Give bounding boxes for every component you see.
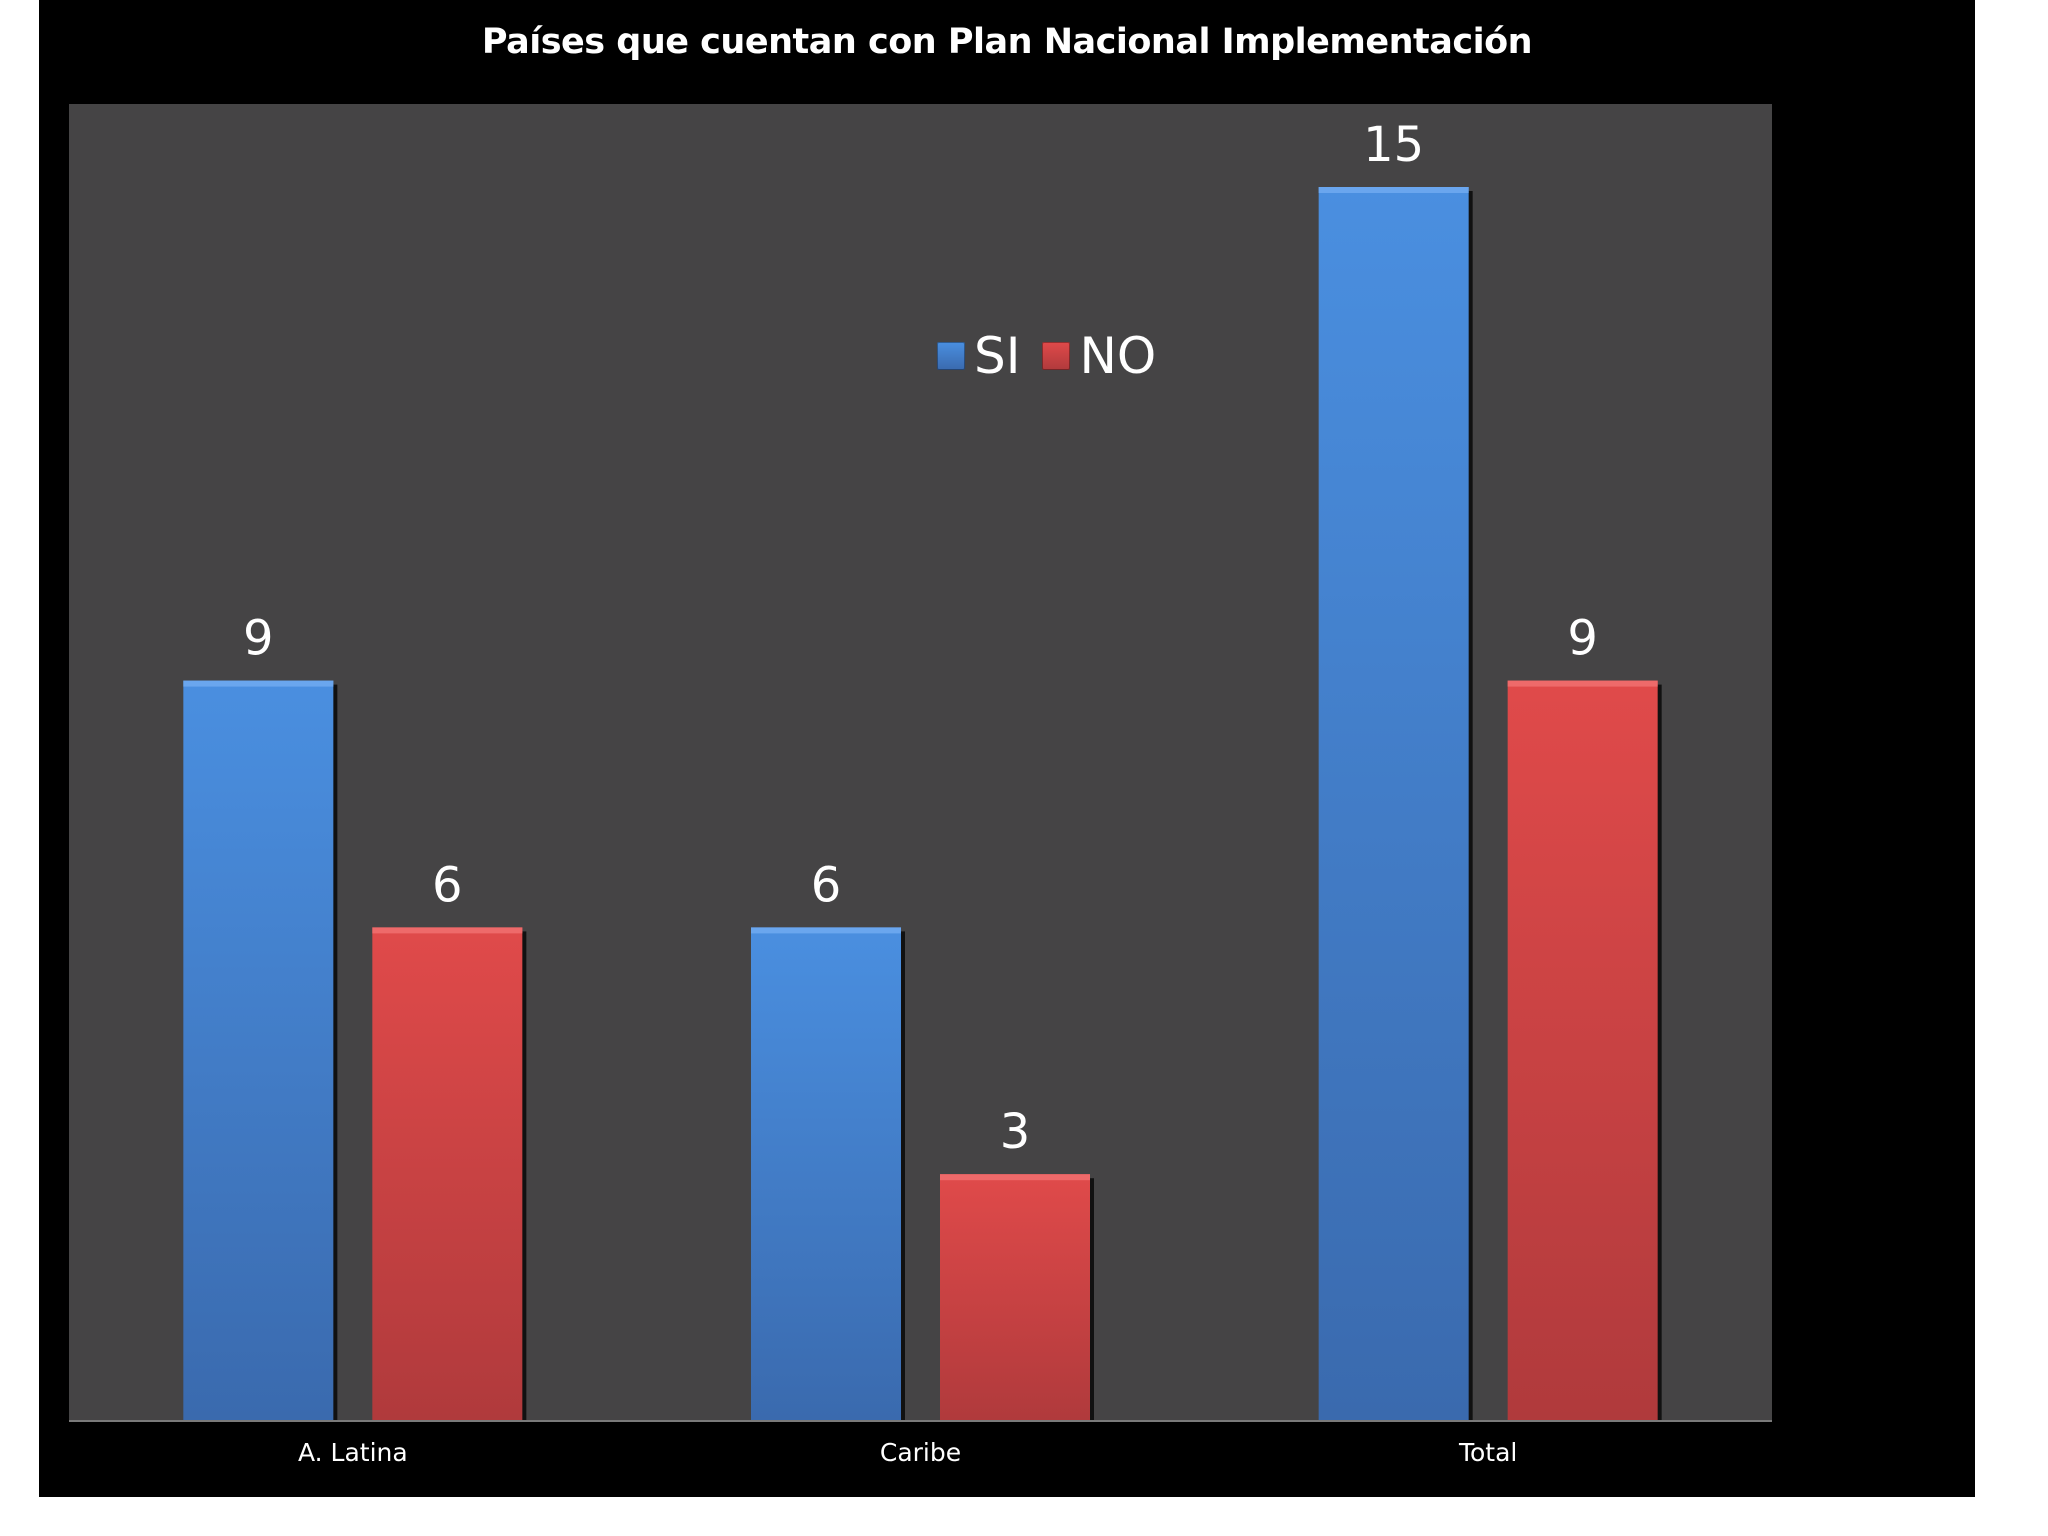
bar-bevel-si-a-latina — [183, 680, 334, 687]
slide: Países que cuentan con Plan Nacional Imp… — [39, 0, 1975, 1497]
legend-swatch-si — [937, 342, 965, 370]
bar-bevel-si-caribe — [751, 927, 901, 934]
bar-bevel-si-total — [1318, 187, 1469, 193]
x-tick-label-total: Total — [1458, 1438, 1517, 1467]
bars-layer — [183, 187, 1662, 1421]
legend-label-si: SI — [974, 327, 1021, 385]
bar-no-a-latina — [372, 927, 523, 1421]
bar-si-a-latina — [183, 680, 334, 1421]
bar-si-caribe — [751, 927, 901, 1421]
legend-item-no: NO — [1042, 326, 1156, 386]
data-label-no-a-latina: 6 — [432, 857, 463, 913]
bar-no-total — [1507, 680, 1658, 1421]
data-label-no-caribe: 3 — [1000, 1104, 1031, 1160]
labels-layer: 9 6 A. Latina 6 3 Caribe 15 9 Total — [243, 117, 1598, 1467]
legend-item-si: SI — [937, 326, 1020, 386]
bar-no-caribe — [940, 1174, 1090, 1421]
data-label-si-a-latina: 9 — [243, 611, 274, 667]
legend-label-no: NO — [1079, 327, 1157, 385]
chart-legend: SI NO — [937, 326, 1178, 386]
chart-title: Países que cuentan con Plan Nacional Imp… — [481, 22, 1533, 62]
legend-swatch-no — [1042, 342, 1071, 370]
bar-bevel-no-caribe — [940, 1174, 1090, 1181]
bar-si-total — [1318, 187, 1469, 1421]
bar-chart: 9 6 A. Latina 6 3 Caribe 15 9 Total — [69, 104, 1772, 1467]
x-tick-label-a-latina: A. Latina — [298, 1438, 408, 1467]
data-label-no-total: 9 — [1567, 611, 1598, 667]
data-label-si-total: 15 — [1363, 117, 1424, 173]
x-tick-label-caribe: Caribe — [880, 1438, 961, 1467]
bar-bevel-no-a-latina — [372, 927, 523, 934]
data-label-si-caribe: 6 — [811, 857, 842, 913]
plot-area — [69, 104, 1772, 1421]
bar-bevel-no-total — [1507, 680, 1658, 687]
